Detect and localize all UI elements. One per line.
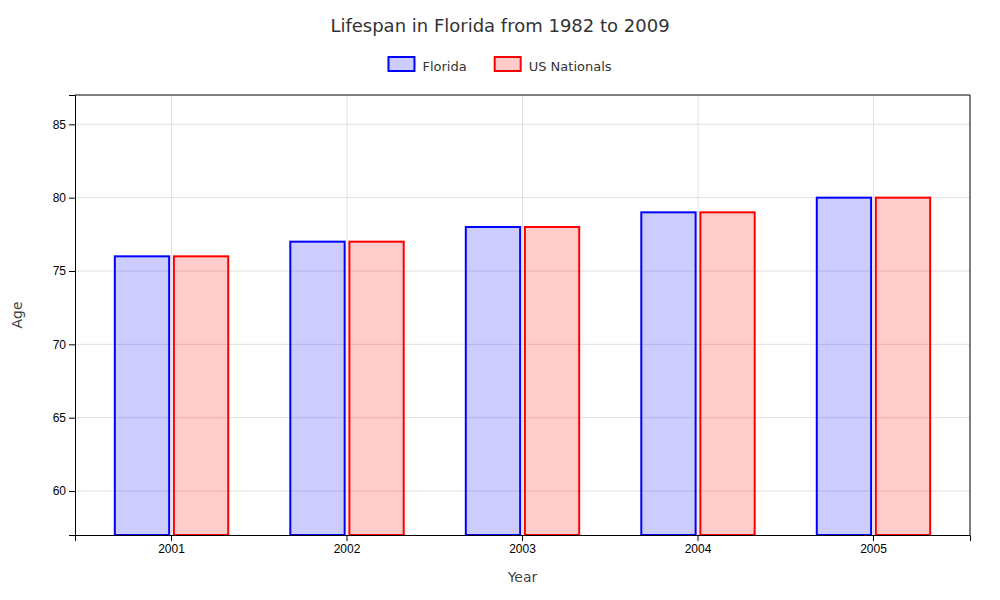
y-tick-label: 60 xyxy=(53,484,67,498)
grid-line-x xyxy=(873,95,874,535)
y-tick-mark xyxy=(69,418,75,419)
y-tick-label: 85 xyxy=(53,118,67,132)
chart-container: 60 65 70 75 80 85 2001 2002 2003 2004 2005 Year Age L… xyxy=(0,0,1000,600)
x-tick-mark xyxy=(873,535,874,541)
x-tick-mark xyxy=(347,535,348,541)
bar xyxy=(817,198,871,535)
y-tick-label: 80 xyxy=(53,191,67,205)
legend-swatch xyxy=(388,57,414,71)
y-tick-label: 70 xyxy=(53,338,67,352)
legend-label: US Nationals xyxy=(529,59,612,74)
chart-svg: 60 65 70 75 80 85 2001 2002 2003 2004 2005 Year Age L… xyxy=(0,0,1000,600)
grid-line-x xyxy=(522,95,523,535)
bar xyxy=(174,256,228,535)
plot-area: 60 65 70 75 80 85 2001 2002 2003 2004 2005 xyxy=(53,95,971,556)
bar xyxy=(700,212,754,535)
bars xyxy=(115,198,930,535)
legend-swatch xyxy=(495,57,521,71)
y-axis-title: Age xyxy=(9,301,25,328)
bar-series xyxy=(115,198,871,535)
x-tick-mark xyxy=(697,535,698,541)
plot-frame xyxy=(970,95,971,535)
legend: Florida US Nationals xyxy=(388,57,611,74)
y-tick: 70 xyxy=(53,338,75,352)
chart-title: Lifespan in Florida from 1982 to 2009 xyxy=(330,15,669,36)
y-tick: 75 xyxy=(53,264,75,278)
bar xyxy=(466,227,520,535)
y-tick: 85 xyxy=(53,118,75,132)
grid-line-x xyxy=(171,95,172,535)
bar xyxy=(876,198,930,535)
x-tick: 2003 xyxy=(509,535,536,556)
legend-label: Florida xyxy=(422,59,466,74)
bar xyxy=(641,212,695,535)
x-axis-line xyxy=(76,536,971,542)
y-axis: 60 65 70 75 80 85 xyxy=(53,96,76,536)
y-tick: 80 xyxy=(53,191,75,205)
y-tick-mark xyxy=(69,198,75,199)
grid xyxy=(75,95,970,535)
x-tick-label: 2003 xyxy=(509,542,536,556)
bar xyxy=(115,256,169,535)
legend-item: Florida xyxy=(388,57,466,74)
plot-frame xyxy=(75,95,970,96)
x-tick-label: 2005 xyxy=(860,542,887,556)
x-tick: 2004 xyxy=(685,535,712,556)
bar xyxy=(525,227,579,535)
x-axis-title: Year xyxy=(507,569,538,585)
grid-line-x xyxy=(347,95,348,535)
y-tick-label: 75 xyxy=(53,264,67,278)
x-tick: 2005 xyxy=(860,535,887,556)
x-tick-label: 2001 xyxy=(158,542,185,556)
y-tick-mark xyxy=(69,491,75,492)
y-axis-line xyxy=(69,96,76,536)
x-tick-label: 2004 xyxy=(685,542,712,556)
y-tick: 60 xyxy=(53,484,75,498)
y-tick-mark xyxy=(69,271,75,272)
x-tick-mark xyxy=(522,535,523,541)
y-tick-label: 65 xyxy=(53,411,67,425)
x-tick-label: 2002 xyxy=(334,542,361,556)
legend-item: US Nationals xyxy=(495,57,612,74)
x-tick: 2002 xyxy=(334,535,361,556)
y-tick-mark xyxy=(69,344,75,345)
bar xyxy=(349,242,403,535)
x-tick: 2001 xyxy=(158,535,185,556)
grid-line-x xyxy=(697,95,698,535)
bar-series xyxy=(174,198,930,535)
y-tick: 65 xyxy=(53,411,75,425)
bar xyxy=(290,242,344,535)
x-tick-mark xyxy=(171,535,172,541)
x-axis: 2001 2002 2003 2004 2005 xyxy=(76,535,971,556)
y-tick-mark xyxy=(69,124,75,125)
